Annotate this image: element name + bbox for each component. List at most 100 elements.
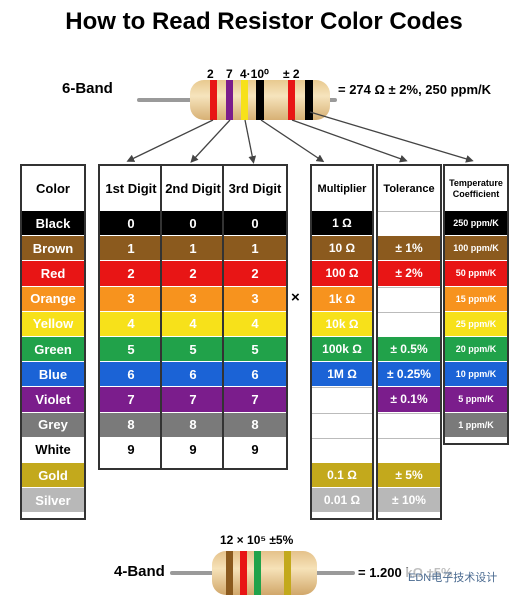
tempco-cell: 100 ppm/K <box>445 236 507 261</box>
arrow-digit-2 <box>190 119 231 163</box>
multiplier-cell <box>312 387 372 413</box>
six-band-equation: = 274 Ω ± 2%, 250 ppm/K <box>338 82 492 97</box>
digit1-cell: 8 <box>100 412 162 437</box>
four-band-top: 12 × 10⁵ ±5% <box>220 533 294 547</box>
band-yellow <box>241 80 248 120</box>
digit1-cell: 1 <box>100 236 162 261</box>
tolerance-cell: ± 2% <box>378 261 440 286</box>
color-row-red: Red <box>22 261 84 286</box>
multiplier-cell <box>312 437 372 463</box>
tolerance-cell <box>378 211 440 237</box>
tempco-cell: 1 ppm/K <box>445 412 507 437</box>
four-band-body <box>212 551 317 595</box>
arrow-digit-1 <box>126 119 214 162</box>
tolerance-cell: ± 0.25% <box>378 362 440 387</box>
arrows <box>126 111 474 164</box>
six-band-multiplier: 4·10⁰ <box>240 67 269 81</box>
multiplier-cell: 0.01 Ω <box>312 488 372 513</box>
digit3-cell: 6 <box>224 362 286 387</box>
multiplier-cell <box>312 412 372 438</box>
tempco-cell: 20 ppm/K <box>445 337 507 362</box>
digit2-cell: 8 <box>162 412 224 437</box>
digit1-cell: 6 <box>100 362 162 387</box>
tolerance-header: Tolerance <box>383 182 435 195</box>
tempco-cell: 25 ppm/K <box>445 311 507 336</box>
color-header: Color <box>36 181 70 196</box>
tolerance-cell <box>378 412 440 438</box>
digit2-cell: 9 <box>162 437 224 462</box>
digit2-cell: 0 <box>162 211 224 236</box>
arrow-digit-3 <box>244 119 257 164</box>
watermark: EDN电子技术设计 <box>405 568 501 586</box>
digit1-cell: 5 <box>100 337 162 362</box>
band-violet <box>226 80 233 120</box>
multiplier-cell: 1 Ω <box>312 211 372 236</box>
band-red-4 <box>240 551 247 595</box>
digit1-cell: 3 <box>100 286 162 311</box>
digit1-cell: 0 <box>100 211 162 236</box>
tolerance-column: Tolerance ± 1% ± 2% ± 0.5% ± 0.25% ± 0.1% ± 5… <box>376 164 442 520</box>
six-band-tolerance: ± 2 <box>283 67 300 81</box>
band-black <box>256 80 264 120</box>
digit3-cell: 0 <box>224 211 286 236</box>
multiplier-cell: 1k Ω <box>312 286 372 311</box>
tolerance-cell: ± 0.5% <box>378 337 440 362</box>
color-row-brown: Brown <box>22 236 84 261</box>
six-band-digit-1: 2 <box>207 67 214 81</box>
color-row-white: White <box>22 437 84 462</box>
band-red <box>210 80 217 120</box>
color-row-orange: Orange <box>22 286 84 311</box>
tempco-cell: 5 ppm/K <box>445 387 507 412</box>
tolerance-cell: ± 1% <box>378 236 440 261</box>
tempco-column: Temperature Coefficient 250 ppm/K 100 ppm… <box>443 164 509 445</box>
tolerance-cell: ± 10% <box>378 488 440 513</box>
color-row-green: Green <box>22 337 84 362</box>
multiplier-header: Multiplier <box>317 182 367 195</box>
six-band-label: 6-Band <box>62 80 113 97</box>
arrow-multiplier <box>260 119 325 163</box>
page-title: How to Read Resistor Color Codes <box>65 8 463 35</box>
multiply-sign: × <box>291 289 300 306</box>
digit3-cell: 4 <box>224 311 286 336</box>
tempco-header: Temperature Coefficient <box>449 177 503 199</box>
tolerance-cell: ± 5% <box>378 463 440 488</box>
band-brown <box>226 551 233 595</box>
digit2-cell: 5 <box>162 337 224 362</box>
digit3-cell: 9 <box>224 437 286 462</box>
multiplier-cell: 1M Ω <box>312 362 372 387</box>
digit1-header: 1st Digit <box>105 181 157 196</box>
digit2-cell: 4 <box>162 311 224 336</box>
digit2-cell: 1 <box>162 236 224 261</box>
digit3-cell: 3 <box>224 286 286 311</box>
digit3-header: 3rd Digit <box>228 181 282 196</box>
digit3-cell: 1 <box>224 236 286 261</box>
multiplier-cell: 100k Ω <box>312 337 372 362</box>
color-row-gold: Gold <box>22 463 84 488</box>
digit2-cell: 7 <box>162 387 224 412</box>
digit2-header: 2nd Digit <box>165 181 221 196</box>
digit1-cell: 7 <box>100 387 162 412</box>
band-gold <box>284 551 291 595</box>
digit3-cell: 5 <box>224 337 286 362</box>
tempco-cell: 50 ppm/K <box>445 261 507 286</box>
multiplier-column: Multiplier 1 Ω 10 Ω 100 Ω 1k Ω 10k Ω 100k Ω 1M… <box>310 164 374 520</box>
digit2-cell: 6 <box>162 362 224 387</box>
color-column: Color Black Brown Red Orange Yellow Green Blue… <box>20 164 86 520</box>
digit2-cell: 2 <box>162 261 224 286</box>
band-black-tempco <box>305 80 313 120</box>
digit1-cell: 9 <box>100 437 162 462</box>
tolerance-cell <box>378 311 440 337</box>
digit3-cell: 7 <box>224 387 286 412</box>
tempco-cell: 250 ppm/K <box>445 211 507 236</box>
color-row-silver: Silver <box>22 488 84 513</box>
arrow-tempco <box>309 111 474 163</box>
tempco-cell: 10 ppm/K <box>445 362 507 387</box>
digit2-cell: 3 <box>162 286 224 311</box>
digit1-cell: 2 <box>100 261 162 286</box>
digit1-cell: 4 <box>100 311 162 336</box>
color-row-grey: Grey <box>22 412 84 437</box>
color-row-violet: Violet <box>22 387 84 412</box>
